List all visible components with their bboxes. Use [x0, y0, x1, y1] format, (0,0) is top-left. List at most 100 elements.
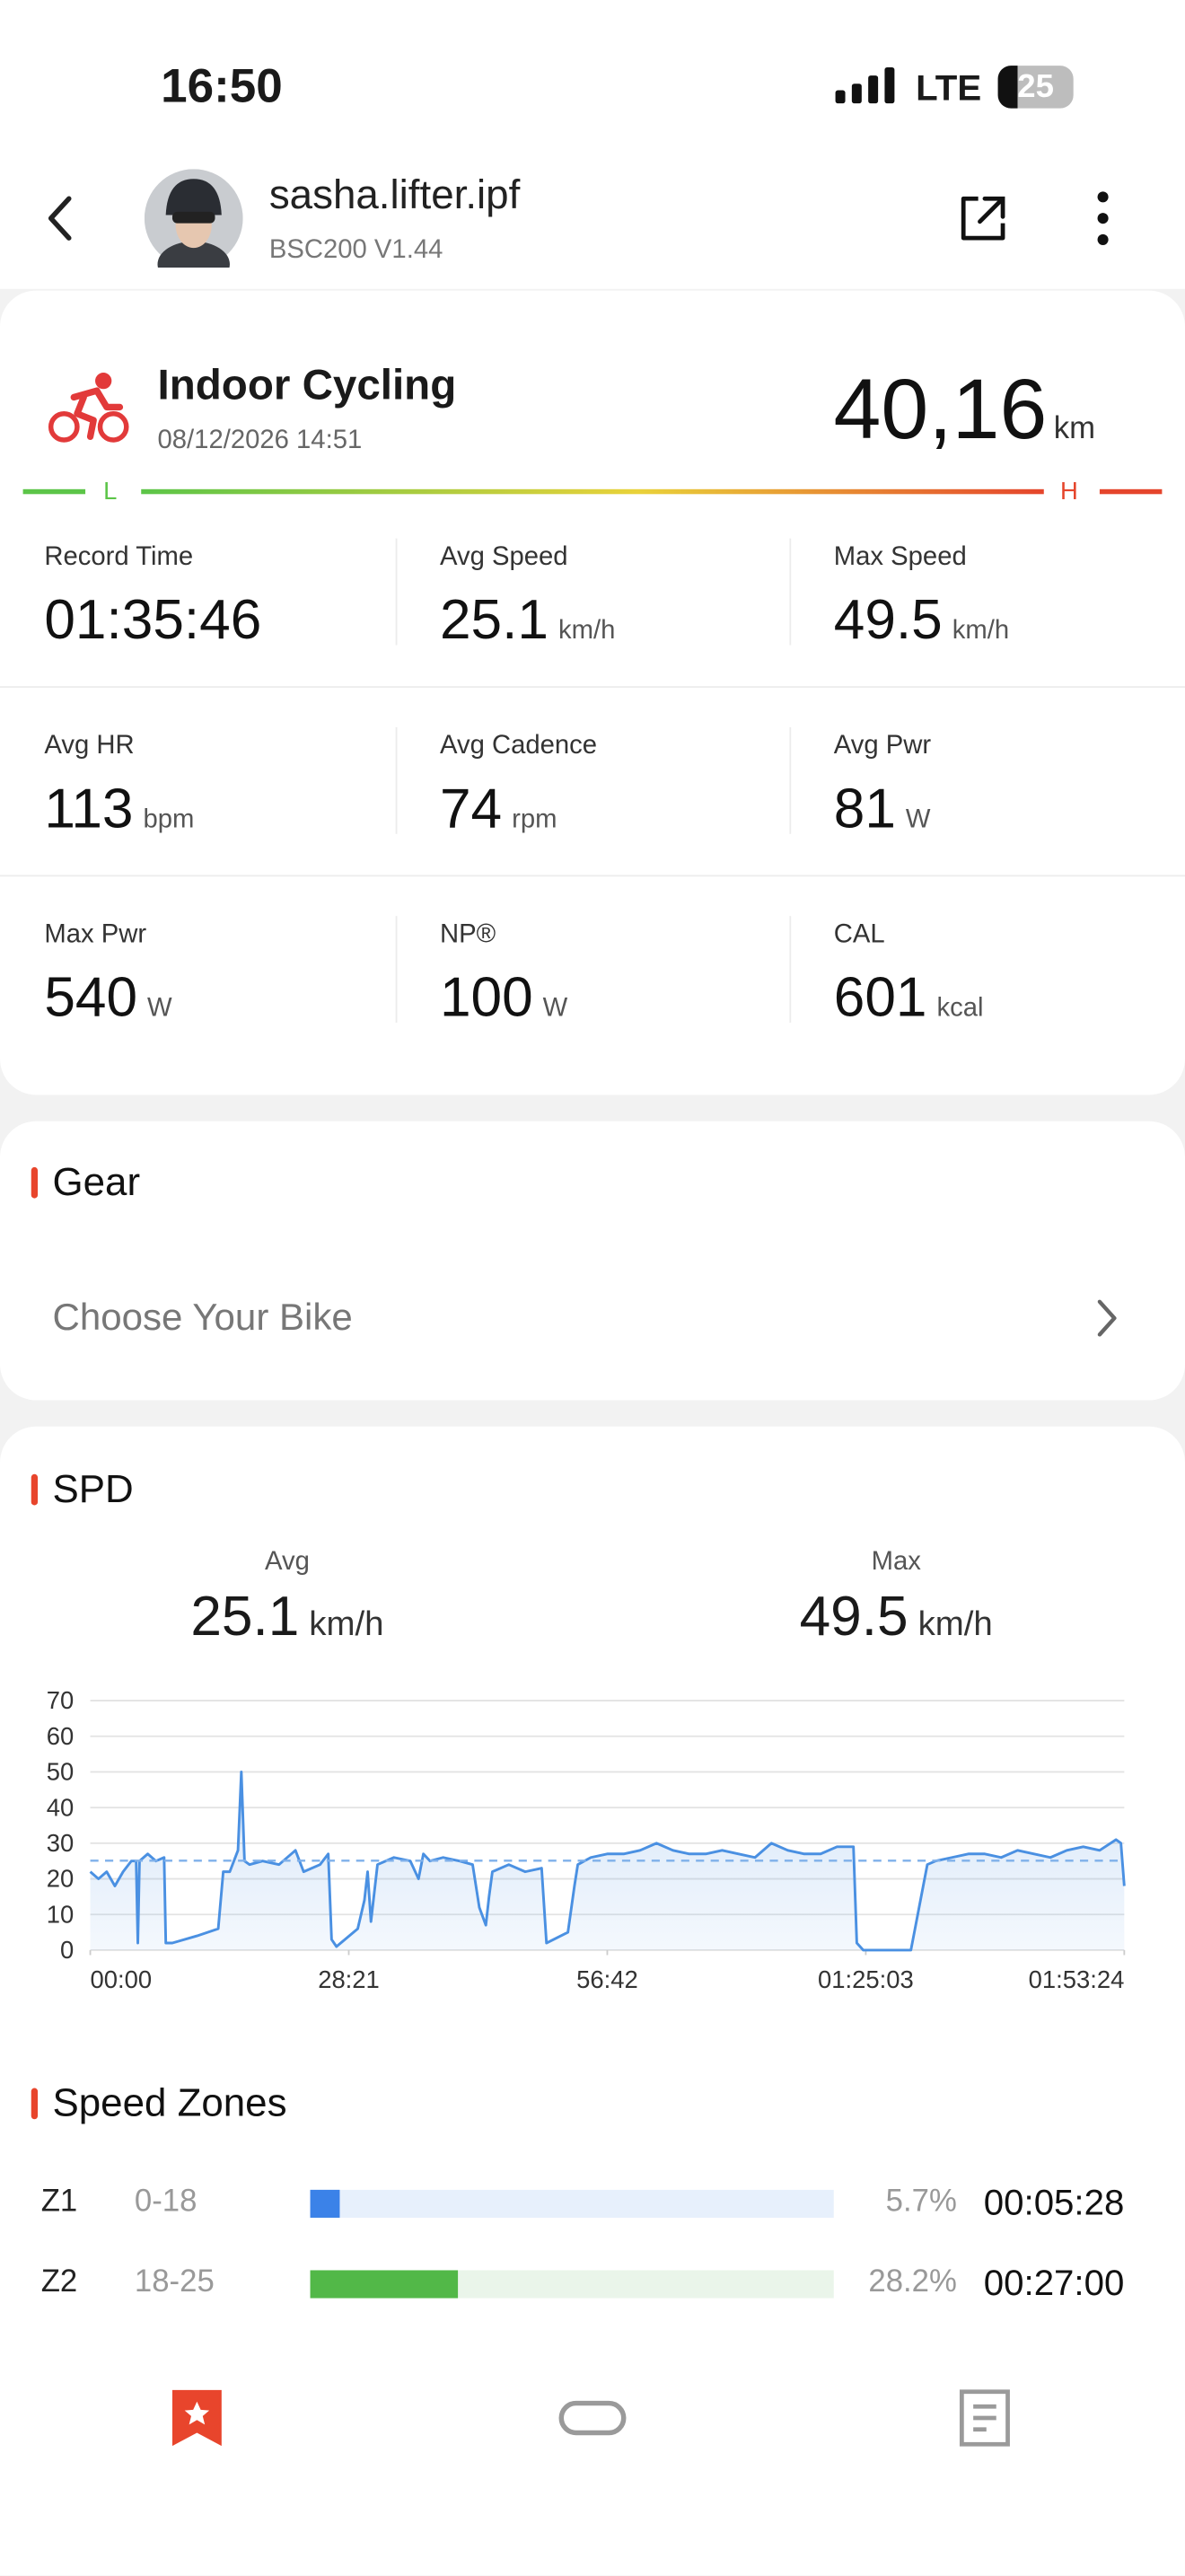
y-tick-label: 70	[47, 1686, 74, 1714]
max-value: 49.5	[799, 1586, 908, 1648]
nav-details[interactable]	[959, 2388, 1012, 2448]
chevron-right[interactable]	[1093, 1297, 1123, 1340]
stat: 81 W	[834, 777, 931, 854]
choose-bike[interactable]: Choose Your Bike	[52, 1295, 353, 1339]
speed-chart: 0 10 20 30 40 50 60 70 00:00 28:21 56:42 01:25:03 01…	[47, 1686, 1126, 1993]
zone-name: Z2	[40, 2264, 78, 2300]
x-tick-label: 01:53:24	[1029, 1965, 1125, 1993]
zone-percent: 5.7%	[885, 2185, 957, 2220]
spd-title: SPD	[52, 1467, 134, 1512]
x-tick-label: 28:21	[318, 1965, 380, 1993]
stat-label: Avg Pwr	[833, 732, 932, 760]
zone-bar	[310, 2189, 340, 2218]
stat-unit: kcal	[936, 994, 984, 1023]
stat-label: Avg Speed	[439, 543, 568, 572]
avg-stat: 25.1 km/h	[91, 1584, 485, 1661]
stat-value: 74	[439, 778, 503, 841]
divider	[0, 875, 1185, 877]
divider	[0, 686, 1185, 689]
avg-unit: km/h	[309, 1605, 384, 1644]
back-button[interactable]	[40, 194, 83, 243]
divider	[395, 538, 398, 646]
zone-time: 00:05:28	[983, 2181, 1125, 2223]
x-tick-label: 00:00	[91, 1965, 153, 1993]
range-low-bar	[22, 488, 86, 495]
y-tick-label: 10	[47, 1900, 74, 1928]
range-low-label: L	[103, 478, 118, 506]
stat-unit: W	[147, 994, 172, 1023]
stat: 601 kcal	[834, 965, 984, 1042]
max-stat: 49.5 km/h	[699, 1584, 1093, 1661]
stat-value: 49.5	[833, 589, 943, 652]
share-button[interactable]	[957, 192, 1010, 245]
username: sasha.lifter.ipf	[268, 171, 521, 219]
stat-unit: km/h	[557, 617, 616, 646]
x-tick-label: 56:42	[576, 1965, 638, 1993]
zone-time: 00:27:00	[983, 2262, 1125, 2304]
divider	[789, 726, 792, 834]
status-time: 16:50	[161, 60, 283, 114]
range-high-label: H	[1060, 478, 1078, 506]
y-tick-label: 0	[60, 1936, 74, 1964]
zone-name: Z1	[40, 2185, 78, 2220]
y-tick-label: 30	[47, 1829, 74, 1857]
range-high-bar	[1099, 488, 1163, 495]
battery: 25	[997, 66, 1074, 109]
avg-label: Avg	[265, 1548, 310, 1577]
zone-range: 18-25	[134, 2264, 215, 2300]
nav-bookmark[interactable]	[171, 2388, 224, 2448]
stat: 100 W	[440, 965, 567, 1042]
stat-value: 113	[44, 778, 134, 841]
status-network: LTE	[916, 66, 982, 109]
y-tick-label: 20	[47, 1865, 74, 1893]
gear-title: Gear	[52, 1160, 141, 1205]
divider	[789, 538, 792, 646]
zone-percent: 28.2%	[868, 2264, 957, 2300]
cycling-icon	[48, 373, 129, 443]
stat: 25.1 km/h	[440, 588, 615, 665]
stat-unit: rpm	[512, 805, 557, 834]
zones-title: Speed Zones	[52, 2081, 287, 2126]
stat-value: 25.1	[439, 589, 549, 652]
stat-value: 100	[439, 966, 533, 1030]
battery-level	[997, 66, 1018, 109]
y-tick-label: 60	[47, 1722, 74, 1750]
section-accent	[31, 2088, 39, 2120]
stat: 49.5 km/h	[834, 588, 1009, 665]
stat-label: Max Speed	[833, 543, 967, 572]
activity-datetime: 08/12/2026 14:51	[157, 426, 363, 455]
stat: 113 bpm	[44, 777, 194, 854]
signal-icon	[835, 66, 895, 104]
avatar[interactable]	[144, 169, 243, 268]
section-accent	[31, 1473, 39, 1506]
range-gradient	[141, 488, 1044, 495]
battery-text: 25	[1017, 68, 1054, 106]
stat: 74 rpm	[440, 777, 557, 854]
stat-label: Avg Cadence	[439, 732, 598, 760]
avg-value: 25.1	[190, 1586, 300, 1648]
x-tick-label: 01:25:03	[818, 1965, 914, 1993]
zone-range: 0-18	[134, 2185, 198, 2220]
activity-title: Indoor Cycling	[157, 359, 457, 409]
device-name: BSC200 V1.44	[268, 236, 443, 265]
bottom-nav	[0, 2341, 1185, 2576]
stat-unit: bpm	[143, 805, 195, 834]
gear-card	[0, 1121, 1185, 1401]
stat-label: NP®	[439, 920, 496, 949]
zone-track	[310, 2189, 834, 2218]
stat-unit: W	[905, 805, 931, 834]
nav-device[interactable]	[558, 2398, 628, 2438]
stat-value: 540	[44, 966, 138, 1030]
divider	[395, 916, 398, 1023]
stat-label: CAL	[833, 920, 885, 949]
stat-label: Record Time	[44, 543, 194, 572]
more-button[interactable]	[1090, 190, 1116, 246]
distance-unit: km	[1053, 411, 1096, 447]
stat: 540 W	[44, 965, 171, 1042]
stat-value: 01:35:46	[44, 589, 262, 652]
max-unit: km/h	[917, 1605, 993, 1644]
y-tick-label: 50	[47, 1758, 74, 1786]
stat-unit: W	[542, 994, 568, 1023]
summary-card	[0, 290, 1185, 1095]
